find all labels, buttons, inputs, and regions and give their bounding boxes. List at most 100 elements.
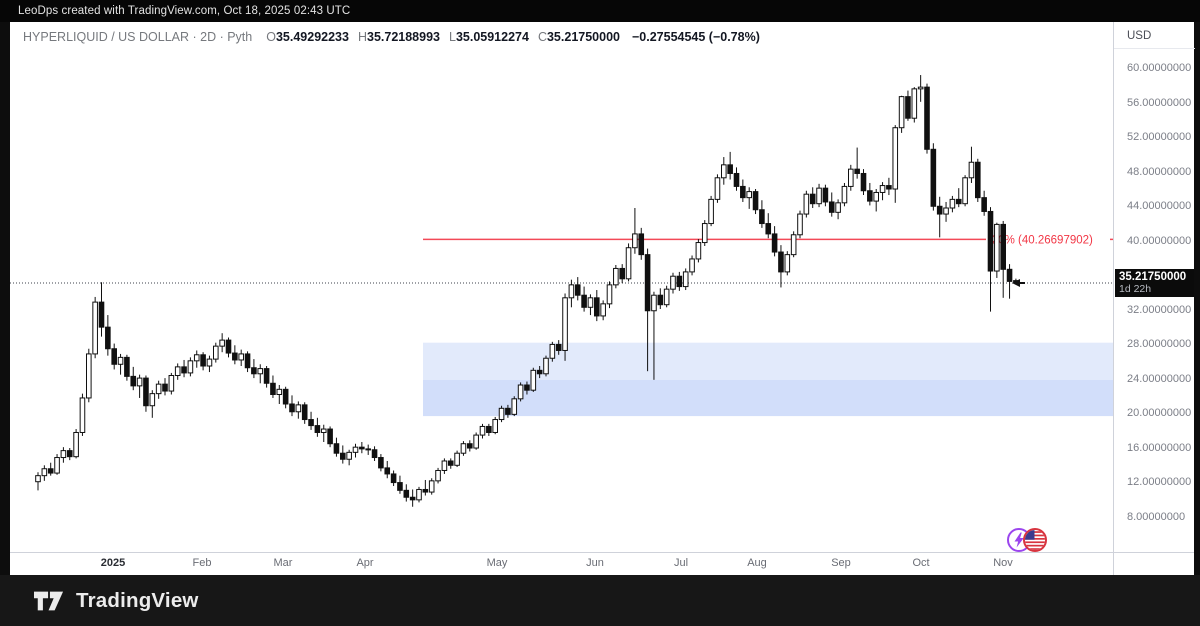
candle-body xyxy=(168,375,175,392)
candle-body xyxy=(676,275,683,288)
candle-body xyxy=(193,354,200,362)
candle-body xyxy=(213,345,219,360)
candle-body xyxy=(651,294,657,312)
candle-body xyxy=(746,191,753,199)
candle-body xyxy=(232,352,238,361)
candle-body xyxy=(117,356,124,365)
candle-body xyxy=(568,284,575,299)
time-tick: Sep xyxy=(831,557,851,569)
candle-body xyxy=(848,168,854,187)
candle-body xyxy=(308,419,314,427)
candle-body xyxy=(619,267,626,280)
candle-body xyxy=(594,297,600,317)
price-tick: 44.00000000 xyxy=(1127,200,1192,213)
candle-body xyxy=(320,428,327,433)
time-tick: May xyxy=(486,557,508,569)
candle-body xyxy=(1006,268,1013,282)
candle-body xyxy=(587,297,594,308)
attribution-text: LeoDps created with TradingView.com, Oct… xyxy=(18,5,351,17)
candle-body xyxy=(905,96,911,119)
candle-body xyxy=(333,443,340,454)
candle-body xyxy=(238,353,244,361)
candle-body xyxy=(486,425,492,433)
candle-body xyxy=(219,339,225,347)
currency-label: USD xyxy=(1127,30,1152,42)
candle-body xyxy=(644,254,651,312)
candle-body xyxy=(809,193,816,205)
candle-body xyxy=(79,397,86,433)
candle-body xyxy=(778,251,784,273)
tradingview-brand[interactable]: TradingView xyxy=(76,588,199,612)
candle-body xyxy=(536,369,543,375)
candle-body xyxy=(124,356,130,377)
last-bar-marker xyxy=(1012,278,1025,287)
last-price-badge: 35.21750000 1d 22h xyxy=(1115,269,1194,297)
candle-body xyxy=(517,384,524,400)
candle-body xyxy=(581,294,587,308)
candle-body xyxy=(86,353,92,399)
candle-body xyxy=(682,271,689,288)
price-tick: 24.00000000 xyxy=(1127,372,1192,385)
candle-body xyxy=(860,172,867,192)
chart-header: HYPERLIQUID / US DOLLAR · 2D · Pyth O35.4… xyxy=(23,30,760,50)
time-tick: 2025 xyxy=(100,557,126,569)
candle-body xyxy=(936,205,943,215)
candle-body xyxy=(371,449,378,459)
candle-body xyxy=(314,425,321,433)
ohlc-low: L35.05912274 xyxy=(449,30,529,44)
ohlc-high: H35.72188993 xyxy=(357,30,440,44)
candle-body xyxy=(879,185,886,193)
candle-body xyxy=(797,213,803,236)
candle-body xyxy=(524,384,530,391)
candle-body xyxy=(422,488,429,493)
candle-body xyxy=(727,164,733,174)
price-tick: 8.00000000 xyxy=(1127,510,1186,523)
candle-body xyxy=(949,198,956,209)
candle-body xyxy=(359,446,365,450)
candle-body xyxy=(200,354,206,367)
candle-body xyxy=(740,185,746,199)
candle-body xyxy=(276,388,283,396)
candle-body xyxy=(479,425,486,436)
candle-body xyxy=(187,360,194,374)
candle-body xyxy=(708,198,714,225)
price-tick: 52.00000000 xyxy=(1127,131,1192,144)
candle-body xyxy=(257,368,264,375)
price-tick: 40.00000000 xyxy=(1127,234,1192,247)
candle-body xyxy=(384,467,391,475)
candle-body xyxy=(670,275,676,290)
candle-body xyxy=(352,446,359,453)
candle-body xyxy=(924,86,930,150)
candle-body xyxy=(416,488,422,501)
last-price-value: 35.21750000 xyxy=(1119,271,1187,283)
candle-body xyxy=(60,450,67,459)
price-tick: 60.00000000 xyxy=(1127,62,1192,74)
footer-bar: TradingView xyxy=(0,575,1200,626)
bar-countdown: 1d 22h xyxy=(1119,283,1152,295)
candle-body xyxy=(638,233,645,256)
candle-body xyxy=(867,190,873,202)
candle-body xyxy=(365,448,371,451)
candle-body xyxy=(136,377,143,387)
candle-body xyxy=(968,161,975,179)
tradingview-logo-icon[interactable] xyxy=(34,590,64,612)
candle-body xyxy=(613,267,619,286)
candle-body xyxy=(327,428,333,445)
price-axis-separator xyxy=(1114,48,1195,49)
candle-body xyxy=(447,460,454,466)
candle-body xyxy=(892,127,899,190)
candle-body xyxy=(435,469,441,482)
candle-body xyxy=(822,187,829,203)
candle-body xyxy=(917,86,924,90)
candle-body xyxy=(606,284,613,305)
candle-body xyxy=(911,88,918,119)
price-tick: 12.00000000 xyxy=(1127,476,1192,489)
candle-body xyxy=(390,473,397,484)
top-attribution-bar: LeoDps created with TradingView.com, Oct… xyxy=(0,0,1200,22)
candle-body xyxy=(301,404,308,421)
candle-body xyxy=(835,202,841,213)
candle-body xyxy=(886,185,892,190)
candle-body xyxy=(600,303,606,317)
candle-body xyxy=(555,343,562,351)
price-change: −0.27554545 (−0.78%) xyxy=(631,30,760,44)
